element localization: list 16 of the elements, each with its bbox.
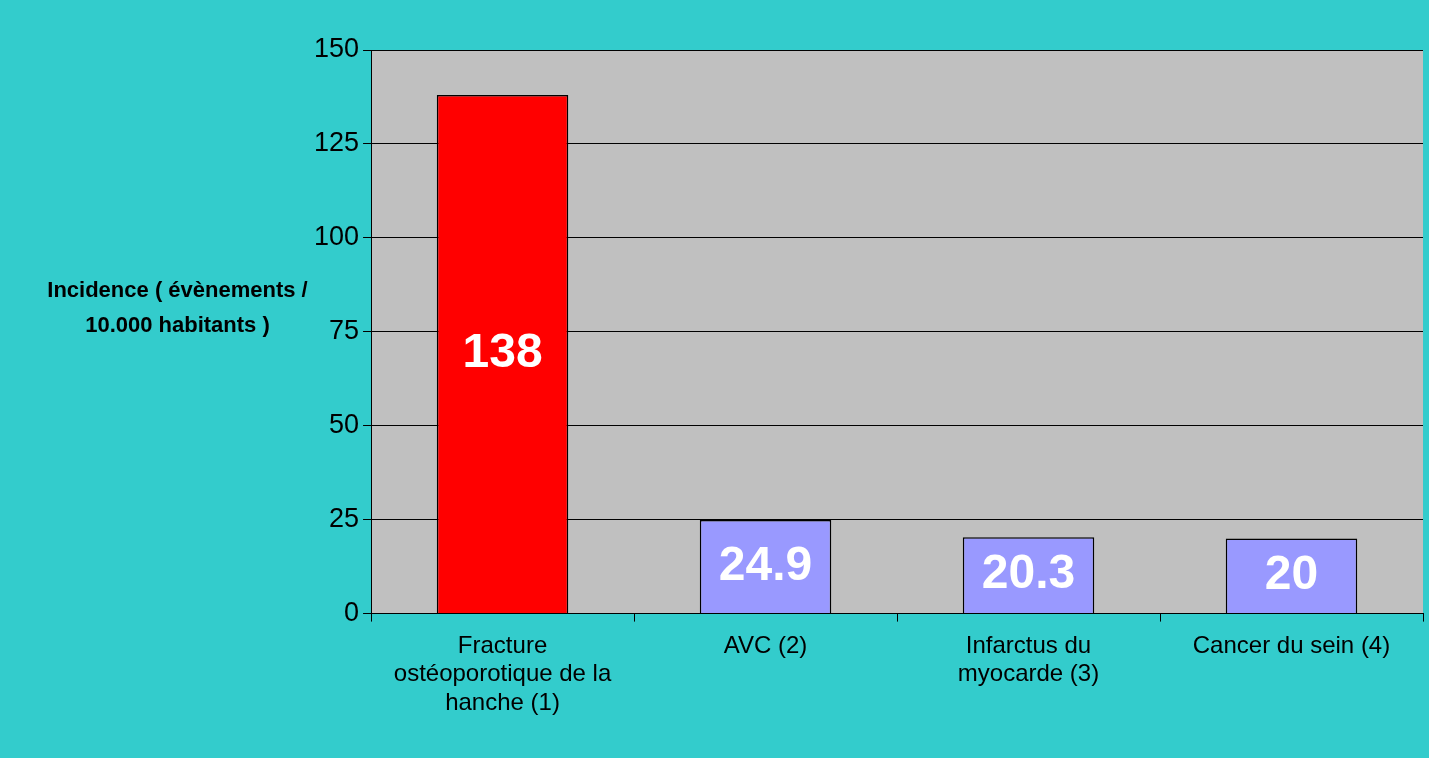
- y-tick-label: 25: [329, 503, 360, 534]
- data-label: 20.3: [981, 545, 1076, 599]
- y-tick-label: 0: [344, 597, 360, 628]
- x-tick-label: Infarctus du myocarde (3): [957, 630, 1100, 687]
- x-tick-label: Cancer du sein (4): [1192, 630, 1391, 658]
- data-label: 20: [1264, 546, 1319, 600]
- y-tick-label: 125: [313, 127, 360, 158]
- data-label: 24.9: [718, 536, 813, 590]
- x-tick-label: AVC (2): [723, 630, 808, 658]
- y-tick-label: 100: [313, 221, 360, 252]
- y-tick-label: 50: [329, 409, 360, 440]
- y-tick-label: 75: [329, 315, 360, 346]
- y-tick-label: 150: [313, 33, 360, 64]
- y-axis-title: Incidence ( évènements / 10.000 habitants ): [46, 276, 309, 339]
- data-label: 138: [462, 324, 543, 378]
- x-tick-label: Fracture ostéoporotique de la hanche (1): [393, 630, 612, 716]
